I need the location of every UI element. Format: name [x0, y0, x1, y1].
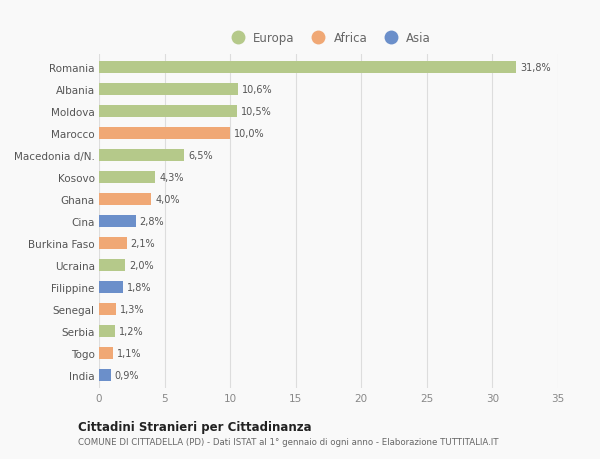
- Text: COMUNE DI CITTADELLA (PD) - Dati ISTAT al 1° gennaio di ogni anno - Elaborazione: COMUNE DI CITTADELLA (PD) - Dati ISTAT a…: [78, 437, 499, 446]
- Bar: [99, 281, 122, 293]
- Bar: [99, 259, 125, 271]
- Bar: [99, 172, 155, 184]
- Text: Cittadini Stranieri per Cittadinanza: Cittadini Stranieri per Cittadinanza: [78, 420, 311, 433]
- Text: 2,1%: 2,1%: [130, 238, 155, 248]
- Bar: [99, 369, 111, 381]
- Text: 31,8%: 31,8%: [520, 63, 551, 73]
- Text: 1,1%: 1,1%: [118, 348, 142, 358]
- Bar: [99, 194, 151, 206]
- Legend: Europa, Africa, Asia: Europa, Africa, Asia: [221, 28, 436, 50]
- Text: 4,0%: 4,0%: [155, 195, 180, 205]
- Bar: [99, 128, 230, 140]
- Bar: [99, 303, 116, 315]
- Bar: [99, 215, 136, 228]
- Text: 1,3%: 1,3%: [120, 304, 145, 314]
- Bar: [99, 150, 184, 162]
- Bar: [99, 237, 127, 249]
- Text: 6,5%: 6,5%: [188, 151, 213, 161]
- Text: 1,2%: 1,2%: [119, 326, 143, 336]
- Text: 1,8%: 1,8%: [127, 282, 151, 292]
- Bar: [99, 325, 115, 337]
- Bar: [99, 347, 113, 359]
- Text: 2,8%: 2,8%: [140, 217, 164, 226]
- Text: 10,5%: 10,5%: [241, 107, 271, 117]
- Bar: [99, 84, 238, 96]
- Text: 10,6%: 10,6%: [242, 85, 272, 95]
- Bar: [99, 62, 516, 74]
- Bar: [99, 106, 236, 118]
- Text: 10,0%: 10,0%: [234, 129, 265, 139]
- Text: 0,9%: 0,9%: [115, 370, 139, 380]
- Text: 2,0%: 2,0%: [129, 260, 154, 270]
- Text: 4,3%: 4,3%: [160, 173, 184, 183]
